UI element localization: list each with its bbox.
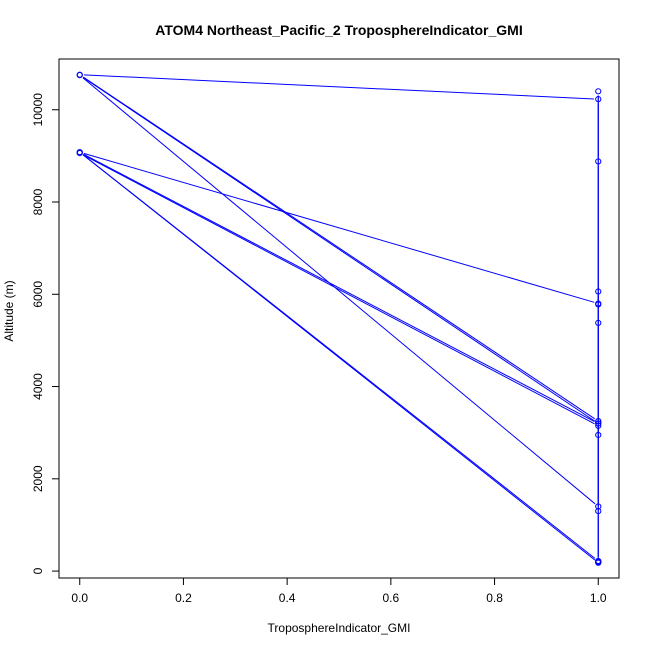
series-segment (82, 77, 596, 422)
y-tick-label: 10000 (31, 93, 45, 127)
x-tick-label: 0.8 (486, 591, 503, 605)
y-tick-label: 4000 (31, 373, 45, 400)
series-segment (82, 76, 596, 420)
y-tick-label: 0 (31, 567, 45, 574)
y-axis-label: Altitude (m) (2, 280, 16, 341)
data-point (595, 418, 602, 425)
data-point (595, 300, 602, 307)
plot-frame (58, 58, 620, 579)
series-segment (83, 152, 595, 303)
x-tick-label: 0.0 (71, 591, 88, 605)
series-segment (83, 74, 595, 100)
x-axis: 0.0 0.2 0.4 0.6 0.8 1.0 (71, 577, 607, 605)
series-segment (82, 154, 596, 561)
data-point (595, 88, 602, 95)
series-segment (82, 77, 596, 505)
data-point (595, 422, 602, 429)
x-tick-label: 0.2 (175, 591, 192, 605)
data-point (595, 503, 602, 510)
y-axis: 0 2000 4000 6000 8000 10000 (31, 93, 60, 574)
data-point (595, 288, 602, 295)
data-point (595, 420, 602, 427)
series-segment (83, 154, 595, 425)
x-axis-label: TroposphereIndicator_GMI (268, 621, 411, 635)
data-point (76, 149, 83, 156)
data-point (595, 319, 602, 326)
data-point (595, 508, 602, 515)
y-tick-label: 8000 (31, 188, 45, 215)
x-tick-label: 1.0 (590, 591, 607, 605)
series-layer (76, 71, 602, 566)
data-point (595, 158, 602, 165)
series-segment (83, 153, 595, 422)
data-point (76, 72, 83, 79)
chart-title: ATOM4 Northeast_Pacific_2 TroposphereInd… (155, 22, 522, 38)
data-point (595, 431, 602, 439)
data-point (595, 558, 602, 565)
y-tick-label: 6000 (31, 281, 45, 308)
x-tick-label: 0.4 (279, 591, 296, 605)
y-tick-label: 2000 (31, 465, 45, 492)
data-point (595, 96, 602, 103)
x-tick-label: 0.6 (383, 591, 400, 605)
